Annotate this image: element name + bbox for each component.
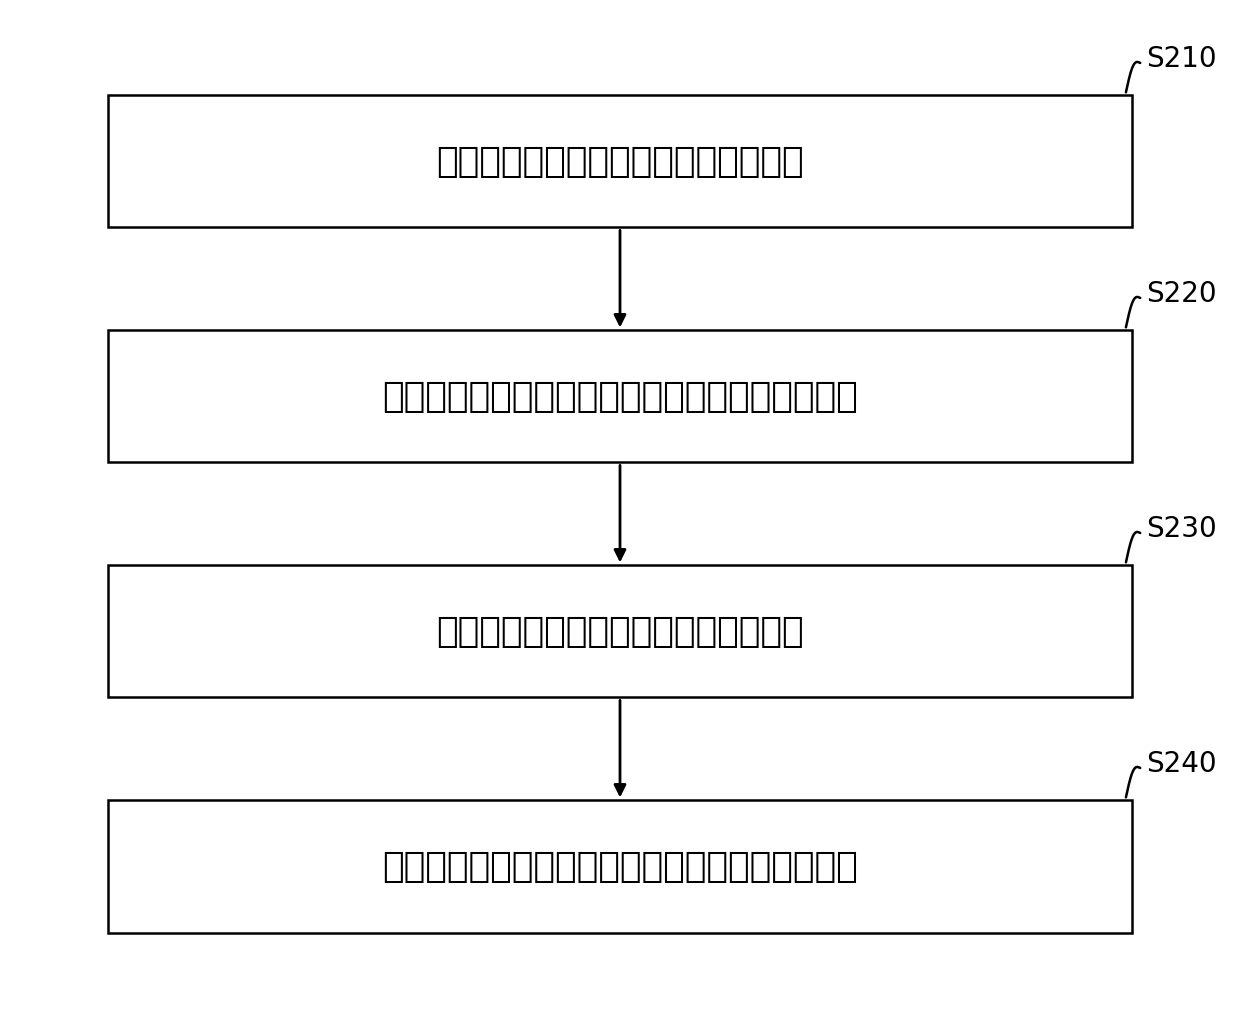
Text: 当评分结果为异常时，根据评分结果生成警示信息: 当评分结果为异常时，根据评分结果生成警示信息 <box>382 850 858 883</box>
Text: 对目标数据段进行评分，得到评分结果: 对目标数据段进行评分，得到评分结果 <box>436 614 804 649</box>
Bar <box>108 566 1132 698</box>
Bar <box>108 96 1132 228</box>
Text: S220: S220 <box>1146 280 1216 308</box>
Bar <box>108 331 1132 463</box>
Text: 根据预设算法从胎心监护数据选取得到目标数据段: 根据预设算法从胎心监护数据选取得到目标数据段 <box>382 380 858 414</box>
Text: S210: S210 <box>1146 45 1216 73</box>
Bar <box>108 801 1132 932</box>
Text: S230: S230 <box>1146 515 1216 542</box>
Text: S240: S240 <box>1146 749 1216 777</box>
Text: 接收胎心监护设备发送的胎心监护数据: 接收胎心监护设备发送的胎心监护数据 <box>436 146 804 179</box>
